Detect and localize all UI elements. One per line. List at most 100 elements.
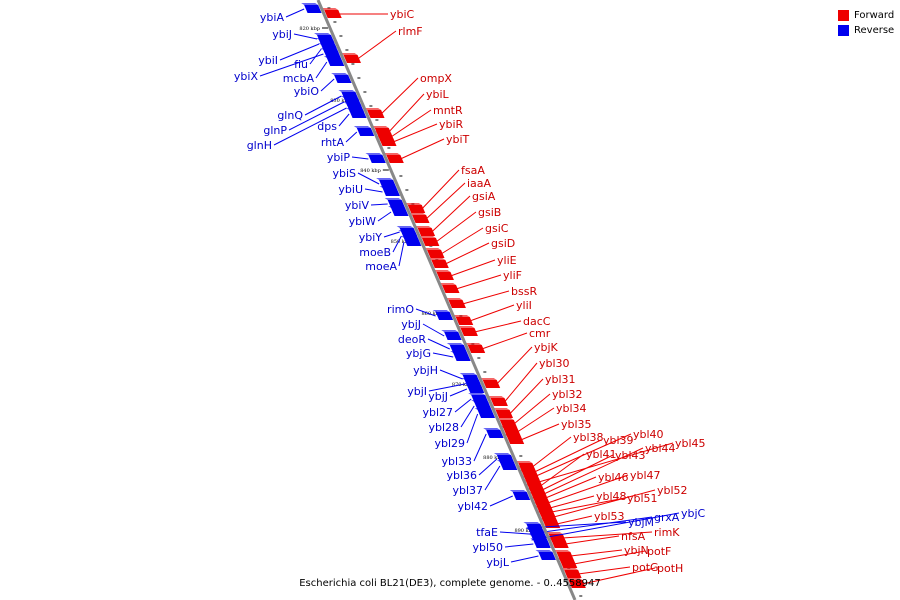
reverse-leader-line (531, 512, 680, 541)
forward-gene-label: potF (647, 545, 671, 558)
forward-leader-line (392, 123, 438, 143)
reverse-gene-label: glnH (247, 139, 272, 152)
forward-leader-line (556, 515, 593, 525)
forward-gene-label: ybl53 (594, 510, 625, 523)
forward-leader-line (450, 259, 496, 277)
ybl33-gene-block (486, 430, 504, 438)
forward-leader-line (551, 497, 626, 513)
glnH-gene-shade (343, 102, 361, 104)
reverse-leader-line (279, 43, 320, 61)
yliE-gene-block (436, 272, 454, 280)
reverse-leader-line (473, 433, 487, 462)
forward-leader-line (517, 407, 555, 433)
forward-gene-label: ybl51 (627, 492, 658, 505)
forward-gene-label: rlmF (398, 25, 423, 38)
gsiC-gene-shade (424, 248, 442, 250)
rimO-gene-block (435, 312, 454, 320)
gsiD-gene-block (431, 260, 449, 268)
forward-gene-label: potH (657, 562, 683, 575)
forward-leader-line (509, 378, 544, 415)
reverse-leader-line (484, 465, 501, 491)
forward-leader-line (565, 535, 620, 545)
reverse-gene-label: ybjC (681, 507, 706, 520)
ybl35-gene-block (506, 436, 525, 444)
ybl36-gene-shade (493, 453, 511, 455)
reverse-swatch (838, 25, 849, 36)
forward-leader-line (425, 182, 466, 220)
ybiT-gene-shade (383, 153, 401, 155)
forward-gene-label: cmr (529, 327, 551, 340)
ybl27-gene-shade (468, 393, 486, 395)
ybiL-gene-shade (371, 126, 389, 128)
ybjH-gene-shade (459, 373, 477, 375)
reverse-leader-line (273, 107, 347, 146)
ybiW-gene-block (391, 208, 409, 216)
ybl46-gene-shade (528, 492, 546, 494)
ybl39-gene-shade (517, 466, 535, 468)
forward-gene-label: potG (632, 561, 659, 574)
reverse-gene-label: ybjL (486, 556, 510, 569)
reverse-gene-label: ybiV (345, 199, 370, 212)
ybiC-gene-block (324, 10, 342, 18)
ybl32-gene-shade (496, 418, 514, 420)
ybiC-gene-shade (321, 8, 339, 10)
forward-gene-label: gsiD (491, 237, 515, 250)
gsiD-gene-shade (428, 258, 446, 260)
forward-gene-label: ybl46 (598, 471, 629, 484)
reverse-gene-label: ybiX (234, 70, 259, 83)
reverse-gene-label: ybiY (359, 231, 383, 244)
ybjJ-gene-shade (463, 383, 481, 385)
ybl38-gene-shade (515, 461, 533, 463)
forward-leader-line (541, 454, 614, 491)
forward-gene-label: ybiL (426, 88, 450, 101)
reverse-leader-line (392, 235, 402, 253)
reverse-leader-line (259, 53, 324, 77)
forward-leader-line (513, 393, 551, 425)
legend-label-forward: Forward (854, 10, 895, 21)
forward-leader-line (547, 474, 629, 504)
ybiY-gene-shade (396, 226, 414, 228)
reverse-leader-line (528, 516, 653, 535)
bssR-gene-block (448, 300, 466, 308)
reverse-leader-line (454, 398, 472, 413)
forward-leader-line (455, 274, 502, 290)
ompX-gene-block (367, 110, 385, 118)
reverse-gene-label: moeB (359, 246, 391, 259)
ybiA-gene-shade (301, 3, 319, 5)
tick-label: 860 kbp (421, 311, 442, 317)
reverse-leader-line (377, 211, 392, 222)
reverse-gene-label: moeA (365, 260, 397, 273)
ybl42-gene-shade (509, 490, 527, 492)
reverse-gene-label: glnP (263, 124, 287, 137)
ybl43-gene-shade (525, 484, 543, 486)
rlmF-gene-shade (340, 53, 358, 55)
forward-leader-line (562, 531, 653, 539)
ybiI-gene-shade (316, 38, 334, 40)
mcbA-gene-shade (323, 56, 341, 58)
cmr-gene-shade (464, 343, 482, 345)
ybl50-gene-block (533, 540, 551, 548)
ybl48-gene-shade (532, 502, 550, 504)
deoR-gene-shade (446, 343, 464, 345)
forward-leader-line (469, 304, 515, 322)
forward-gene-label: ybl35 (561, 418, 592, 431)
forward-gene-label: ybl34 (556, 402, 587, 415)
forward-gene-label: fsaA (461, 164, 485, 177)
ybl29-gene-block (477, 410, 496, 418)
reverse-gene-label: ybiA (260, 11, 285, 24)
forward-leader-line (388, 93, 425, 133)
reverse-gene-label: ybiP (327, 151, 351, 164)
forward-gene-label: gsiB (478, 206, 501, 219)
potG-gene-shade (561, 568, 579, 570)
genome-caption: Escherichia coli BL21(DE3), complete gen… (299, 578, 601, 589)
forward-leader-line (440, 227, 484, 255)
dacC-gene-shade (457, 326, 475, 328)
forward-gene-label: mntR (433, 104, 463, 117)
ybl30-gene-shade (487, 396, 505, 398)
forward-swatch (838, 10, 849, 21)
forward-leader-line (357, 30, 397, 60)
ybjK-gene-shade (479, 378, 497, 380)
rhtA-gene-shade (353, 126, 371, 128)
mntR-gene-shade (373, 131, 391, 133)
